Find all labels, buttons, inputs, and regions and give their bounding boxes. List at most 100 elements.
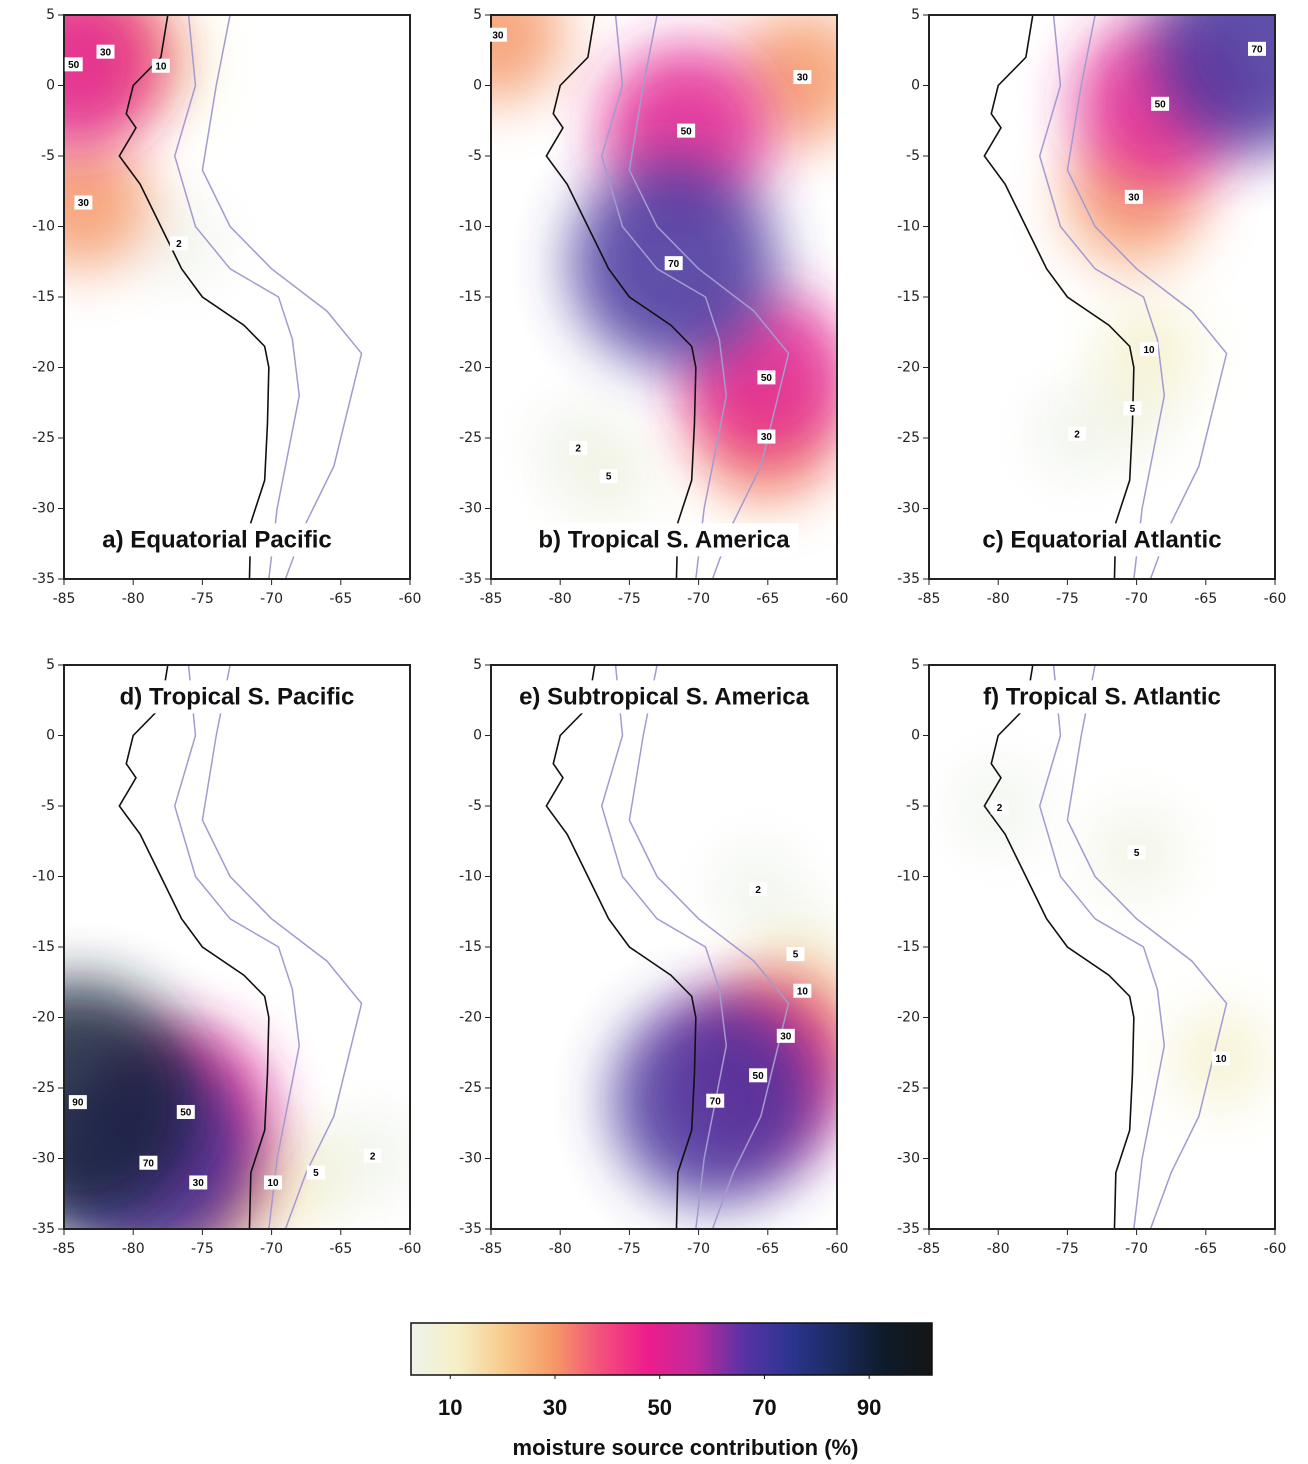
contour-label: 10	[1143, 345, 1155, 356]
x-tick-label: -70	[687, 1241, 710, 1257]
x-tick-label: -80	[987, 1241, 1010, 1257]
title-background	[530, 523, 799, 557]
x-tick-label: -70	[260, 591, 283, 607]
y-tick-label: -10	[459, 219, 482, 235]
contour-label: 5	[313, 1168, 319, 1179]
y-tick-label: -10	[897, 869, 920, 885]
y-tick-label: -10	[459, 869, 482, 885]
x-tick-label: -65	[1194, 591, 1217, 607]
y-tick-label: -35	[32, 571, 55, 587]
contour-label: 70	[668, 259, 680, 270]
x-tick-label: -75	[618, 591, 641, 607]
contour-label-box	[793, 983, 812, 998]
x-tick-label: -75	[191, 1241, 214, 1257]
y-tick-label: -5	[41, 148, 55, 164]
y-tick-label: -25	[459, 430, 482, 446]
contour-label: 30	[78, 198, 90, 209]
contour-label: 2	[176, 239, 182, 250]
contour-label-box	[488, 27, 507, 42]
contour-label: 5	[1134, 848, 1140, 859]
colorbar: 10 30 50 70 90 moisture source contribution (…	[410, 1322, 933, 1460]
y-tick-label: -25	[32, 1080, 55, 1096]
y-tick-label: -15	[459, 289, 482, 305]
colorbar-label: moisture source contribution (%)	[513, 1435, 859, 1460]
x-tick-label: -60	[826, 591, 849, 607]
outline	[1066, 665, 1228, 1229]
x-tick-label: -85	[53, 1241, 76, 1257]
panel-title: a) Equatorial Pacific	[102, 526, 331, 553]
y-tick-label: 5	[473, 7, 482, 23]
title-background	[974, 523, 1230, 557]
contour-label: 50	[681, 126, 693, 137]
contour-label-box	[1123, 401, 1142, 416]
y-tick-label: -30	[897, 501, 920, 517]
contour-label-box	[64, 57, 83, 72]
contour-label: 70	[143, 1158, 155, 1169]
y-tick-label: -10	[32, 219, 55, 235]
outline	[545, 665, 697, 1229]
contour-label-box	[749, 882, 768, 897]
y-tick-label: -5	[41, 798, 55, 814]
y-tick-label: -30	[459, 501, 482, 517]
y-tick-label: -35	[459, 1221, 482, 1237]
contour-label: 5	[1130, 404, 1136, 415]
x-tick-label: -65	[756, 591, 779, 607]
y-tick-label: -20	[459, 360, 482, 376]
x-tick-label: -75	[191, 591, 214, 607]
contour-label-box	[96, 44, 115, 59]
contour-label: 30	[100, 47, 112, 58]
panel-title: e) Subtropical S. America	[519, 683, 810, 710]
contour-label: 30	[761, 432, 773, 443]
y-tick-label: 0	[46, 78, 55, 94]
contour-label-box	[176, 1104, 195, 1119]
y-tick-label: -15	[32, 289, 55, 305]
x-tick-label: -60	[1264, 591, 1287, 607]
contour-label-box	[189, 1175, 208, 1190]
y-tick-label: -10	[32, 869, 55, 885]
contour-label-box	[1124, 189, 1143, 204]
contour-label: 2	[575, 444, 581, 455]
y-tick-label: -20	[459, 1010, 482, 1026]
colorbar-tick-label: 30	[543, 1395, 567, 1420]
outline	[118, 15, 270, 579]
contour-label-box	[664, 256, 683, 271]
contour-label-box	[1068, 426, 1087, 441]
contour-label: 70	[1251, 44, 1263, 55]
x-tick-label: -80	[549, 1241, 572, 1257]
x-tick-label: -60	[399, 1241, 422, 1257]
outline	[983, 665, 1135, 1229]
colorbar-tick-label: 90	[857, 1395, 881, 1420]
y-tick-label: -5	[468, 148, 482, 164]
x-tick-label: -70	[687, 591, 710, 607]
y-tick-label: -30	[32, 1151, 55, 1167]
y-tick-label: -30	[32, 501, 55, 517]
y-tick-label: -20	[897, 1010, 920, 1026]
x-tick-label: -65	[756, 1241, 779, 1257]
title-background	[975, 680, 1229, 714]
contour-label-box	[363, 1148, 382, 1163]
outline	[173, 15, 301, 579]
contour-label-box	[706, 1093, 725, 1108]
contour-label: 50	[68, 60, 80, 71]
contour-label: 10	[1215, 1054, 1227, 1065]
shade-blob	[1154, 15, 1275, 152]
map-panel: -85 -80 -75 -70 -65 -6050-5-10-15-20-25-30-35…	[459, 7, 849, 607]
x-tick-label: -85	[480, 591, 503, 607]
contour-label-box	[151, 58, 170, 73]
map-panel: -85 -80 -75 -70 -65 -6050-5-10-15-20-25-30-35…	[32, 657, 422, 1257]
contour-label-box	[263, 1175, 282, 1190]
y-tick-label: -5	[906, 148, 920, 164]
y-tick-label: 5	[46, 657, 55, 673]
contour-label-box	[569, 440, 588, 455]
y-tick-label: -15	[897, 289, 920, 305]
x-tick-label: -85	[918, 591, 941, 607]
contour-label-box	[306, 1165, 325, 1180]
x-tick-label: -60	[1264, 1241, 1287, 1257]
x-tick-label: -65	[329, 1241, 352, 1257]
contour-label-box	[757, 370, 776, 385]
map-panel: -85 -80 -75 -70 -65 -6050-5-10-15-20-25-30-35…	[459, 657, 848, 1257]
outline	[201, 15, 363, 579]
y-tick-label: -15	[32, 939, 55, 955]
y-tick-label: -25	[897, 1080, 920, 1096]
y-tick-label: -25	[32, 430, 55, 446]
